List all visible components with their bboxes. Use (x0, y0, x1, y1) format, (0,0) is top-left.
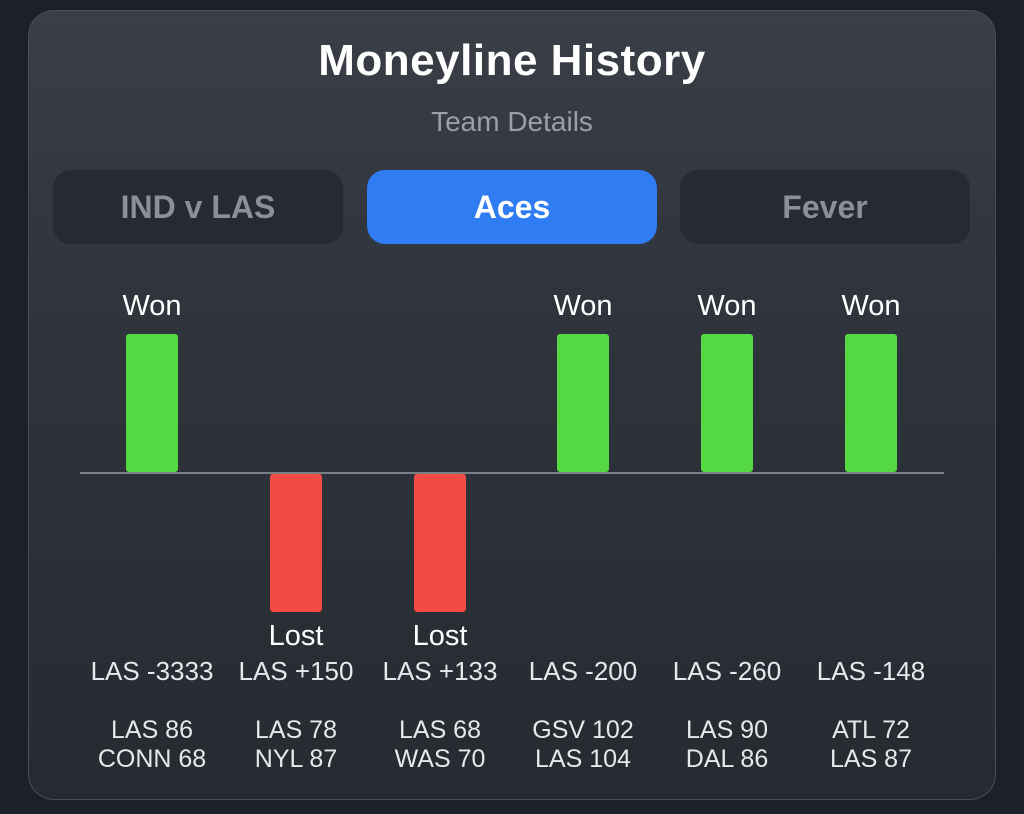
odds-label-game-4: LAS -200 (528, 656, 638, 686)
result-label-game-4: Won (553, 290, 613, 322)
odds-label-game-3: LAS +133 (382, 656, 498, 686)
bar-game-2 (270, 474, 322, 612)
odds-label-game-6: LAS -148 (816, 656, 926, 686)
bar-game-4 (557, 334, 609, 472)
score-line1-game-6: ATL 72 (832, 716, 910, 744)
odds-label-game-2: LAS +150 (238, 656, 354, 686)
result-label-game-6: Won (841, 290, 901, 322)
tab-fever[interactable]: Fever (680, 170, 970, 244)
page-subtitle: Team Details (431, 106, 593, 137)
chart-baseline (80, 472, 944, 474)
page-title: Moneyline History (318, 36, 706, 85)
moneyline-card (28, 10, 996, 800)
result-label-game-2: Lost (268, 620, 324, 652)
score-line2-game-4: LAS 104 (535, 745, 631, 773)
score-line2-game-2: NYL 87 (254, 745, 338, 773)
result-label-game-1: Won (122, 290, 182, 322)
bar-game-1 (126, 334, 178, 472)
score-line2-game-5: DAL 86 (685, 745, 769, 773)
score-line2-game-1: CONN 68 (97, 745, 207, 773)
score-line1-game-2: LAS 78 (254, 716, 337, 744)
score-line1-game-3: LAS 68 (398, 716, 481, 744)
result-label-game-3: Lost (412, 620, 468, 652)
tab-matchup[interactable]: IND v LAS (53, 170, 343, 244)
odds-label-game-5: LAS -260 (672, 656, 782, 686)
score-line1-game-5: LAS 90 (685, 716, 768, 744)
score-line2-game-3: WAS 70 (394, 745, 486, 773)
tab-aces[interactable]: Aces (367, 170, 657, 244)
score-line2-game-6: LAS 87 (829, 745, 912, 773)
score-line1-game-1: LAS 86 (110, 716, 193, 744)
result-label-game-5: Won (697, 290, 757, 322)
score-line1-game-4: GSV 102 (532, 716, 634, 744)
bar-game-6 (845, 334, 897, 472)
odds-label-game-1: LAS -3333 (90, 656, 214, 686)
bar-game-3 (414, 474, 466, 612)
bar-game-5 (701, 334, 753, 472)
